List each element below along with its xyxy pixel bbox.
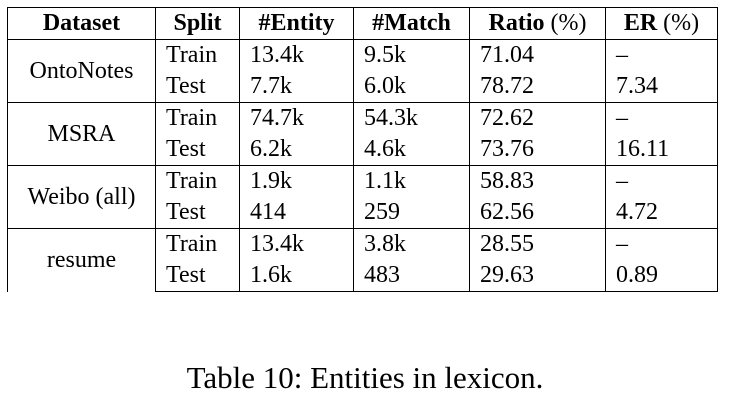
ratio-cell: 62.56 bbox=[469, 197, 606, 229]
table-row: OntoNotes Train 13.4k 9.5k 71.04 – bbox=[7, 39, 718, 103]
entity-cell: 1.6k bbox=[239, 260, 354, 292]
table-row: Weibo (all) Train 1.9k 1.1k 58.83 – bbox=[7, 165, 718, 229]
ratio-cell: 71.04 bbox=[469, 39, 606, 71]
entity-cell: 74.7k bbox=[239, 102, 354, 134]
split-cell: Test bbox=[155, 260, 240, 292]
match-cell: 1.1k bbox=[353, 165, 470, 197]
table-caption: Table 10: Entities in lexicon. bbox=[186, 360, 544, 395]
split-cell: Train bbox=[155, 165, 240, 197]
dataset-cell: resume bbox=[7, 228, 156, 292]
match-cell: 6.0k bbox=[353, 71, 470, 103]
er-cell: – bbox=[605, 102, 718, 134]
entity-cell: 7.7k bbox=[239, 71, 354, 103]
header-er: ER (%) bbox=[605, 7, 718, 40]
entity-cell: 13.4k bbox=[239, 39, 354, 71]
table-row: Test 6.2k 4.6k 73.76 16.11 bbox=[8, 134, 718, 166]
header-entity: #Entity bbox=[239, 7, 354, 40]
table-row: Test 7.7k 6.0k 78.72 7.34 bbox=[8, 71, 718, 103]
header-dataset: Dataset bbox=[7, 7, 156, 40]
entity-cell: 13.4k bbox=[239, 228, 354, 260]
er-cell: 0.89 bbox=[605, 260, 718, 292]
match-cell: 9.5k bbox=[353, 39, 470, 71]
dataset-cell: MSRA bbox=[7, 102, 156, 166]
lexicon-entities-table: Dataset Split #Entity #Match Ratio (%) E… bbox=[7, 7, 718, 292]
entity-cell: 414 bbox=[239, 197, 354, 229]
ratio-cell: 58.83 bbox=[469, 165, 606, 197]
dataset-cell: Weibo (all) bbox=[7, 165, 156, 229]
match-cell: 3.8k bbox=[353, 228, 470, 260]
table-row: MSRA Train 74.7k 54.3k 72.62 – bbox=[7, 102, 718, 166]
er-cell: 7.34 bbox=[605, 71, 718, 103]
split-cell: Train bbox=[155, 102, 240, 134]
split-cell: Test bbox=[155, 71, 240, 103]
ratio-cell: 73.76 bbox=[469, 134, 606, 166]
entity-cell: 1.9k bbox=[239, 165, 354, 197]
match-cell: 54.3k bbox=[353, 102, 470, 134]
table-row: resume Train 13.4k 3.8k 28.55 – bbox=[7, 228, 718, 292]
header-ratio: Ratio (%) bbox=[469, 7, 606, 40]
match-cell: 4.6k bbox=[353, 134, 470, 166]
ratio-cell: 78.72 bbox=[469, 71, 606, 103]
split-cell: Train bbox=[155, 228, 240, 260]
header-row: Dataset Split #Entity #Match Ratio (%) E… bbox=[7, 7, 718, 40]
header-split: Split bbox=[155, 7, 240, 40]
er-cell: 4.72 bbox=[605, 197, 718, 229]
dataset-cell: OntoNotes bbox=[7, 39, 156, 103]
table-row: Test 414 259 62.56 4.72 bbox=[8, 197, 718, 229]
er-cell: – bbox=[605, 39, 718, 71]
er-cell: – bbox=[605, 228, 718, 260]
entity-cell: 6.2k bbox=[239, 134, 354, 166]
ratio-cell: 29.63 bbox=[469, 260, 606, 292]
match-cell: 483 bbox=[353, 260, 470, 292]
header-match: #Match bbox=[353, 7, 470, 40]
ratio-cell: 72.62 bbox=[469, 102, 606, 134]
er-cell: – bbox=[605, 165, 718, 197]
split-cell: Train bbox=[155, 39, 240, 71]
ratio-cell: 28.55 bbox=[469, 228, 606, 260]
table-row: Test 1.6k 483 29.63 0.89 bbox=[8, 260, 718, 292]
split-cell: Test bbox=[155, 197, 240, 229]
match-cell: 259 bbox=[353, 197, 470, 229]
er-cell: 16.11 bbox=[605, 134, 718, 166]
split-cell: Test bbox=[155, 134, 240, 166]
